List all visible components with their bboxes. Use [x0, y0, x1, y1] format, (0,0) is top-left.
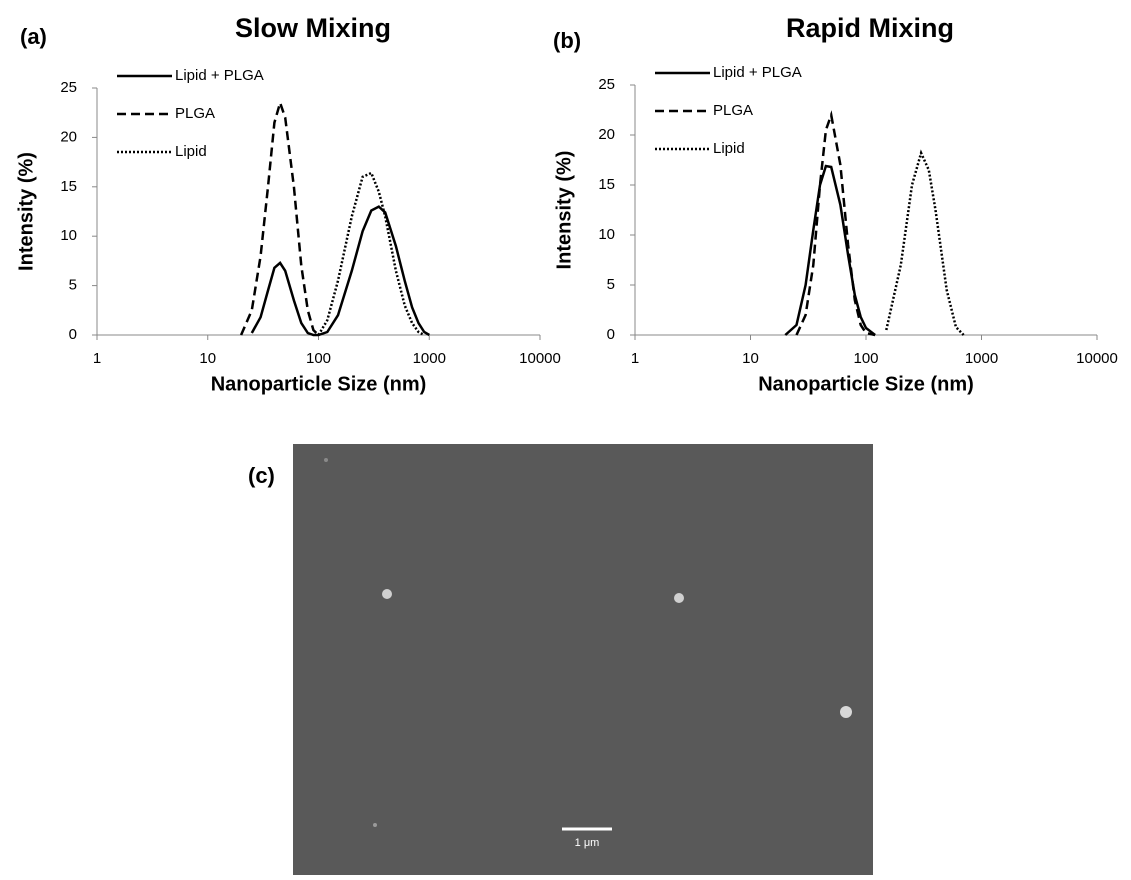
- y-tick-label: 20: [598, 126, 615, 143]
- x-tick-label: 100: [853, 350, 878, 367]
- panel-label: (c): [248, 463, 275, 488]
- x-tick-label: 100: [306, 350, 331, 367]
- sem-image: [293, 444, 873, 875]
- x-tick-label: 10000: [519, 350, 561, 367]
- series-line: [785, 166, 875, 335]
- chart-title: Slow Mixing: [235, 13, 391, 43]
- y-tick-label: 10: [60, 227, 77, 244]
- panel-label: (b): [553, 28, 581, 53]
- particle: [373, 823, 377, 827]
- x-tick-label: 1000: [413, 350, 446, 367]
- particle: [840, 706, 852, 718]
- particle: [382, 589, 392, 599]
- series-line: [797, 115, 876, 335]
- panel-label: (a): [20, 24, 47, 49]
- y-tick-label: 15: [598, 176, 615, 193]
- series-line: [319, 173, 425, 335]
- y-tick-label: 0: [607, 326, 615, 343]
- figure: 1 μm (c) Slow Mixing (a) Nanoparticle Size…: [0, 0, 1131, 875]
- legend-label: Lipid: [175, 143, 207, 160]
- x-tick-label: 1: [631, 350, 639, 367]
- x-axis-title: Nanoparticle Size (nm): [758, 373, 974, 395]
- y-tick-label: 20: [60, 128, 77, 145]
- y-tick-label: 25: [60, 79, 77, 96]
- y-axis-title: Intensity (%): [553, 151, 575, 270]
- y-axis-title: Intensity (%): [15, 152, 37, 271]
- x-tick-label: 10: [199, 350, 216, 367]
- chart-title: Rapid Mixing: [786, 13, 954, 43]
- legend-label: Lipid + PLGA: [713, 64, 802, 81]
- y-tick-label: 15: [60, 178, 77, 195]
- x-tick-label: 10: [742, 350, 759, 367]
- x-axis-title: Nanoparticle Size (nm): [211, 373, 427, 395]
- y-tick-label: 5: [607, 276, 615, 293]
- particle: [324, 458, 328, 462]
- legend-label: PLGA: [713, 102, 753, 119]
- y-tick-label: 5: [69, 277, 77, 294]
- y-tick-label: 25: [598, 76, 615, 93]
- y-tick-label: 0: [69, 326, 77, 343]
- x-tick-label: 10000: [1076, 350, 1118, 367]
- legend-label: Lipid + PLGA: [175, 67, 264, 84]
- series-line: [241, 103, 318, 335]
- legend-label: Lipid: [713, 140, 745, 157]
- y-tick-label: 10: [598, 226, 615, 243]
- legend-label: PLGA: [175, 105, 215, 122]
- x-tick-label: 1: [93, 350, 101, 367]
- x-tick-label: 1000: [965, 350, 998, 367]
- scale-bar-label: 1 μm: [575, 837, 600, 849]
- series-line: [886, 153, 963, 335]
- particle: [674, 593, 684, 603]
